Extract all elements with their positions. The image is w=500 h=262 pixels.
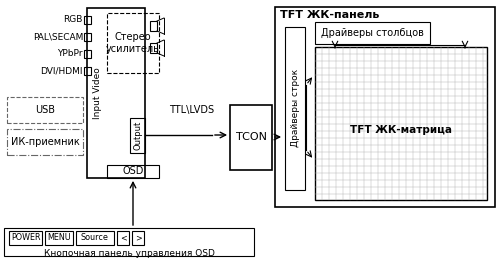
Bar <box>315 22 430 44</box>
Bar <box>87 8 145 178</box>
Bar <box>84 67 91 75</box>
Bar <box>285 27 305 190</box>
Bar <box>130 118 145 153</box>
Bar <box>107 165 159 178</box>
Bar <box>117 231 129 245</box>
Text: Кнопочная панель управления OSD: Кнопочная панель управления OSD <box>44 248 214 258</box>
Text: ИК-приемник: ИК-приемник <box>10 137 80 147</box>
Text: Input Video: Input Video <box>92 67 102 119</box>
Text: POWER: POWER <box>11 233 40 243</box>
Text: Драйверы строк: Драйверы строк <box>290 69 300 147</box>
Text: USB: USB <box>35 105 55 115</box>
Text: TTL\LVDS: TTL\LVDS <box>170 105 214 115</box>
Bar <box>150 43 157 53</box>
Text: >: > <box>135 233 141 243</box>
Text: <: < <box>120 233 126 243</box>
Bar <box>7 129 83 155</box>
Text: TFT ЖК-матрица: TFT ЖК-матрица <box>350 125 452 135</box>
Text: DVI/HDMI: DVI/HDMI <box>40 67 83 75</box>
Text: RGB: RGB <box>64 15 83 25</box>
Bar <box>230 105 272 170</box>
Text: TCON: TCON <box>236 132 266 142</box>
Bar <box>275 7 495 207</box>
Bar <box>4 228 254 256</box>
Bar <box>76 231 114 245</box>
Text: Стерео
усилитель: Стерео усилитель <box>106 32 160 54</box>
Text: Source: Source <box>81 233 109 243</box>
Bar <box>84 50 91 58</box>
Text: PAL\SECAM: PAL\SECAM <box>32 32 83 41</box>
Text: MENU: MENU <box>47 233 71 243</box>
Bar <box>132 231 144 245</box>
Bar <box>84 33 91 41</box>
Bar <box>107 13 159 73</box>
Bar <box>45 231 73 245</box>
Bar <box>7 97 83 123</box>
Bar <box>315 47 487 200</box>
Text: Output: Output <box>134 120 142 150</box>
Bar <box>84 16 91 24</box>
Bar <box>9 231 42 245</box>
Text: TFT ЖК-панель: TFT ЖК-панель <box>280 10 380 20</box>
Text: Драйверы столбцов: Драйверы столбцов <box>320 28 424 38</box>
Bar <box>150 21 157 31</box>
Text: OSD: OSD <box>122 166 144 176</box>
Text: YPbPr: YPbPr <box>58 50 83 58</box>
